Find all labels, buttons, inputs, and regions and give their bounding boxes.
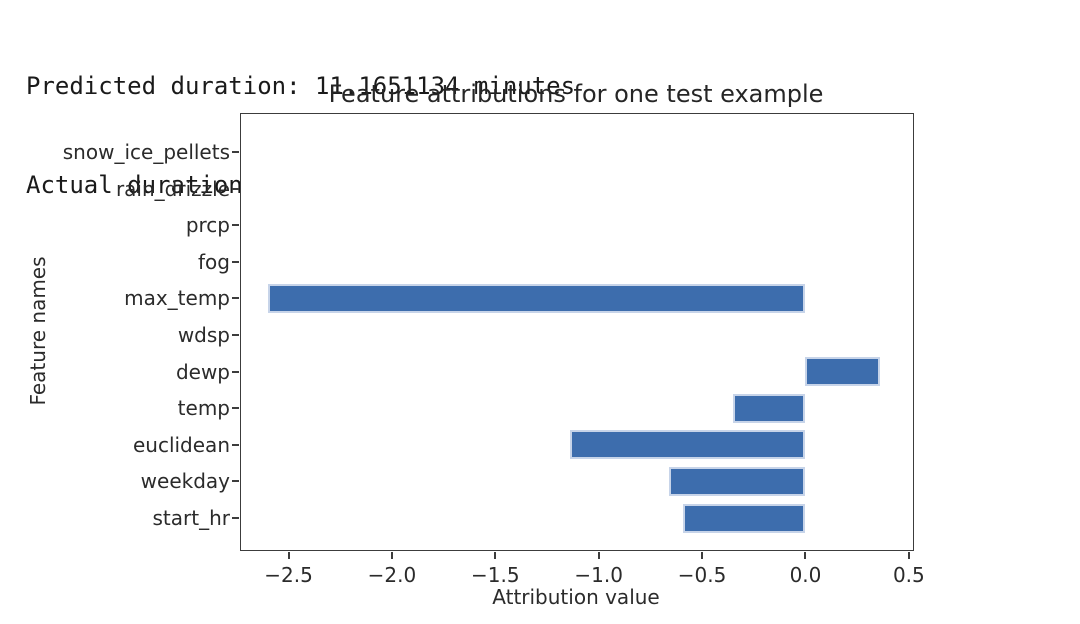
y-tick-mark-prcp (232, 224, 239, 227)
x-tick-label-−2.0: −2.0 (367, 563, 417, 587)
x-tick-mark-−0.5 (701, 552, 704, 559)
x-tick-mark-0.0 (804, 552, 807, 559)
bar-max_temp (267, 283, 806, 313)
y-tick-mark-wdsp (232, 334, 239, 336)
x-axis-label: Attribution value (492, 585, 660, 609)
y-tick-label-dewp: dewp (175, 359, 230, 384)
x-tick-label-−2.5: −2.5 (264, 563, 313, 587)
y-tick-label-temp: temp (177, 396, 230, 421)
x-tick-label-−1.0: −1.0 (574, 563, 623, 587)
y-tick-label-weekday: weekday (140, 469, 230, 494)
x-tick-mark-−2.5 (287, 552, 290, 559)
x-tick-mark-−1.5 (494, 552, 497, 559)
y-tick-mark-dewp (232, 370, 239, 373)
y-tick-label-start_hr: start_hr (152, 506, 230, 530)
chart-title: Feature attributions for one test exampl… (328, 80, 824, 108)
x-tick-label-0.5: 0.5 (892, 563, 925, 587)
x-tick-mark-−2.0 (390, 552, 393, 559)
bar-temp (733, 393, 806, 423)
x-tick-mark-−1.0 (597, 552, 600, 559)
y-tick-mark-max_temp (232, 297, 239, 300)
x-tick-label-−1.5: −1.5 (471, 563, 520, 587)
y-tick-mark-temp (232, 407, 239, 410)
y-tick-label-rain_drizzle: rain_drizzle (115, 176, 230, 201)
y-tick-mark-fog (232, 260, 239, 263)
y-tick-label-wdsp: wdsp (177, 323, 230, 347)
predicted-duration-text: Predicted duration: 11.1651134 minutes (26, 72, 576, 100)
y-tick-mark-rain_drizzle (232, 187, 239, 190)
bar-weekday (669, 466, 806, 496)
bar-dewp (805, 357, 880, 387)
y-tick-mark-start_hr (232, 517, 239, 519)
y-tick-mark-euclidean (232, 443, 239, 446)
y-tick-label-prcp: prcp (185, 213, 230, 238)
x-tick-label-0.0: 0.0 (789, 563, 822, 587)
y-tick-mark-weekday (232, 480, 239, 483)
bar-start_hr (683, 503, 806, 533)
y-axis-label: Feature names (26, 256, 50, 406)
y-tick-label-fog: fog (198, 249, 230, 274)
y-tick-label-snow_ice_pellets: snow_ice_pellets (62, 140, 230, 164)
x-tick-mark-0.5 (907, 552, 910, 559)
x-tick-label-−0.5: −0.5 (677, 563, 727, 587)
y-tick-label-euclidean: euclidean (132, 432, 230, 457)
bar-euclidean (569, 430, 806, 460)
y-tick-mark-snow_ice_pellets (232, 151, 239, 153)
y-tick-label-max_temp: max_temp (124, 286, 230, 311)
